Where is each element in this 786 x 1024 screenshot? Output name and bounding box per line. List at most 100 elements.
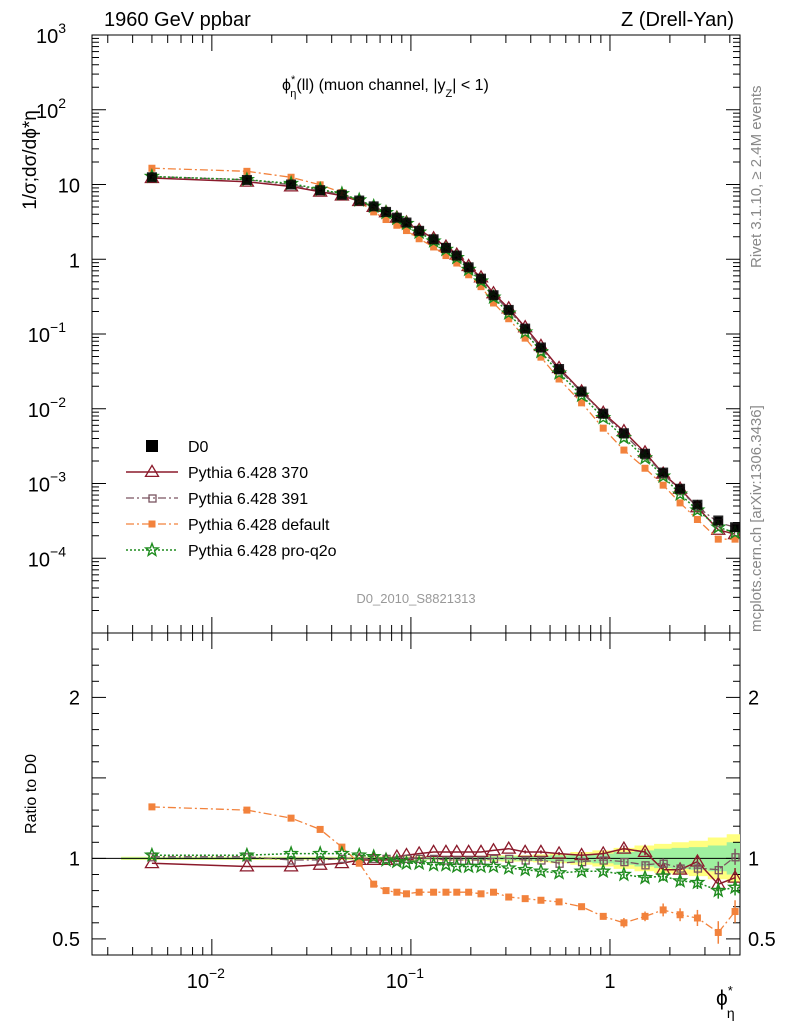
data-point-3 (315, 185, 326, 196)
ratio-point-pq2o-6 (365, 848, 382, 864)
ratio-point-p391-15 (477, 856, 486, 865)
legend-label-p370: Pythia 6.428 370 (188, 465, 308, 482)
ratio-point-pq2o-14 (460, 857, 477, 874)
ratio-series-pdefault (148, 803, 739, 944)
ratio-point-p391-14 (464, 856, 474, 865)
ratio-point-pq2o-22 (595, 862, 612, 879)
main-point-pdefault-8 (393, 221, 401, 229)
data-point-24 (640, 448, 651, 459)
main-point-pdefault-27 (693, 515, 701, 523)
ratio-series-pq2o (143, 845, 740, 899)
ratio-point-pq2o-20 (550, 864, 568, 880)
ratio-point-pq2o-5 (351, 846, 368, 863)
ratio-frame (91, 632, 741, 956)
data-point-11 (428, 234, 439, 245)
ratio-point-p391-10 (415, 854, 424, 864)
main-point-pdefault-11 (430, 243, 438, 251)
data-point-15 (476, 273, 487, 284)
data-point-4 (336, 189, 347, 200)
ratio-point-pq2o-17 (500, 859, 517, 875)
x-tick-label-0: 10−2 (187, 965, 225, 993)
ratio-point-pdefault-3 (316, 825, 324, 833)
ratio-point-pdefault-24 (641, 912, 649, 920)
ratio-point-p370-17 (501, 840, 517, 854)
ratio-point-pq2o-23 (615, 865, 633, 882)
ratio-point-p391-26 (676, 864, 685, 873)
data-point-7 (381, 206, 392, 217)
ratio-point-p391-9 (402, 854, 412, 864)
ratio-point-pdefault-22 (599, 912, 607, 920)
main-point-pdefault-13 (453, 259, 461, 267)
legend-marker-pq2o (143, 541, 161, 557)
main-point-pdefault-26 (676, 499, 684, 507)
main-point-pdefault-18 (521, 334, 529, 342)
main-point-pdefault-9 (402, 227, 410, 235)
ratio-point-pdefault-19 (537, 896, 545, 904)
main-series-data-top (146, 172, 740, 533)
legend-entry-pdefault: Pythia 6.428 default (126, 517, 330, 534)
header-right: Z (Drell-Yan) (621, 9, 734, 31)
ratio-y-tick-left-0: 0.5 (52, 929, 80, 951)
data-point-6 (368, 201, 379, 212)
ratio-point-p370-14 (461, 844, 477, 858)
y-tick-label-4: 1 (69, 250, 80, 272)
x-tick-label-1: 10−1 (386, 965, 424, 993)
ratio-point-pdefault-11 (430, 888, 438, 896)
ratio-point-pdefault-16 (490, 888, 498, 896)
ratio-point-pdefault-5 (355, 859, 363, 867)
ratio-point-pdefault-28 (714, 928, 722, 936)
y-tick-label-1: 10−3 (28, 469, 66, 497)
data-point-8 (391, 212, 402, 223)
ratio-point-pdefault-9 (402, 890, 410, 898)
ratio-point-p370-24 (637, 844, 653, 858)
ratio-y-tick-right-0: 0.5 (748, 929, 776, 951)
legend-marker-pdefault (148, 520, 156, 528)
main-point-pdefault-17 (505, 315, 513, 323)
ratio-point-pq2o-21 (573, 862, 590, 879)
y-axis-label: 1/σ;dσ/dϕ*η (20, 110, 41, 210)
ratio-point-pq2o-11 (425, 856, 442, 872)
data-point-14 (463, 262, 474, 273)
ratio-point-p370-20 (551, 845, 567, 859)
ratio-point-p370-23 (616, 840, 632, 854)
legend-marker-p370 (144, 464, 160, 478)
ratio-point-pq2o-24 (636, 869, 654, 885)
analysis-id: D0_2010_S8821313 (356, 591, 475, 606)
y-tick-label-3: 10−1 (28, 319, 66, 347)
ratio-point-pq2o-12 (437, 856, 455, 872)
ratio-y-tick-left-2: 2 (69, 687, 80, 709)
legend-label-data: D0 (188, 439, 209, 456)
ratio-point-pq2o-2 (282, 845, 300, 861)
ratio-y-tick-right-2: 2 (748, 687, 759, 709)
data-point-29 (730, 522, 740, 533)
ratio-point-p391-25 (659, 859, 668, 868)
data-point-25 (658, 467, 669, 478)
ratio-point-pdefault-0 (148, 803, 156, 811)
data-point-26 (675, 483, 686, 494)
main-point-pdefault-14 (465, 271, 473, 279)
ratio-plot-area (91, 632, 741, 956)
main-point-pdefault-29 (731, 535, 739, 543)
legend-entry-pq2o: Pythia 6.428 pro-q2o (126, 541, 337, 560)
legend-marker-p391 (148, 494, 157, 503)
ratio-point-p391-23 (620, 857, 629, 867)
ratio-point-p391-27 (693, 864, 703, 873)
legend-label-pdefault: Pythia 6.428 default (188, 517, 330, 534)
ratio-point-pdefault-20 (555, 898, 563, 906)
y-tick-label-2: 10−2 (28, 394, 66, 422)
data-point-16 (488, 290, 499, 301)
ratio-point-pdefault-1 (243, 806, 251, 814)
main-point-pdefault-23 (620, 446, 628, 454)
ratio-point-p391-24 (641, 861, 650, 870)
ratio-point-pq2o-25 (655, 867, 672, 884)
ratio-point-pq2o-26 (671, 872, 689, 888)
data-point-1 (241, 174, 252, 185)
main-point-pdefault-19 (537, 353, 545, 361)
ratio-point-pdefault-6 (370, 880, 378, 888)
ratio-point-pdefault-17 (505, 893, 513, 901)
ratio-point-pdefault-25 (659, 906, 667, 914)
ratio-point-p370-21 (573, 847, 590, 861)
data-point-20 (554, 364, 565, 375)
ratio-point-pq2o-10 (411, 854, 428, 871)
